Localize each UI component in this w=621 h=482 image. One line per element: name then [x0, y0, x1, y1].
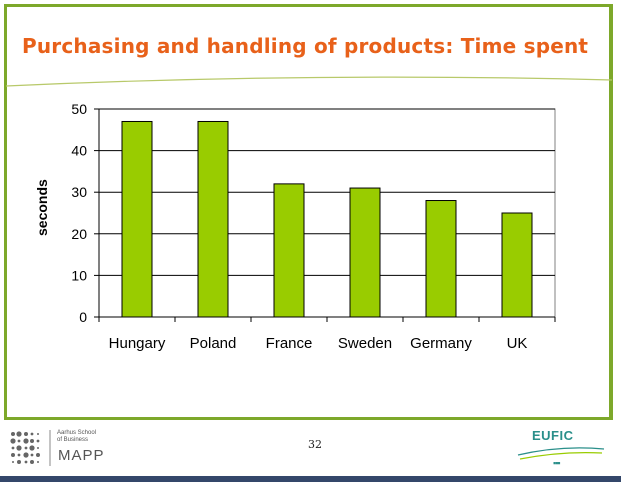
bar	[501, 212, 533, 318]
y-tick-label: 40	[71, 143, 87, 159]
bar	[121, 120, 153, 318]
y-tick-label: 50	[71, 101, 87, 117]
y-axis-label: seconds	[34, 179, 50, 236]
x-tick-label: UK	[507, 335, 528, 352]
eufic-dots: ▪▪▪	[553, 458, 561, 468]
x-tick-label: France	[266, 335, 313, 352]
bar-chart: 0 10 20 30 40 50 Hungary Poland France Sweden Germ…	[71, 101, 556, 352]
x-tick-label: Germany	[410, 335, 472, 352]
bar	[273, 183, 305, 318]
eufic-logo-text: EUFIC	[532, 428, 574, 443]
x-tick-label: Hungary	[109, 335, 166, 352]
y-tick-label: 0	[79, 309, 87, 325]
y-tick-label: 30	[71, 184, 87, 200]
school-name: Aarhus School of Business	[57, 430, 97, 443]
mapp-logo-text: MAPP	[58, 447, 105, 464]
bar	[197, 120, 229, 318]
x-tick-label: Poland	[190, 335, 237, 352]
eufic-logo-icon	[517, 447, 605, 460]
bar	[349, 187, 381, 318]
y-tick-label: 20	[71, 226, 87, 242]
y-tick-label: 10	[71, 267, 87, 283]
plot-area	[98, 108, 556, 318]
footer-bar	[0, 476, 621, 482]
x-tick-label: Sweden	[338, 335, 392, 352]
aarhus-logo-icon	[10, 430, 51, 466]
bar	[425, 200, 457, 318]
page-number: 32	[308, 438, 322, 451]
slide-title: Purchasing and handling of products: Tim…	[22, 34, 589, 58]
